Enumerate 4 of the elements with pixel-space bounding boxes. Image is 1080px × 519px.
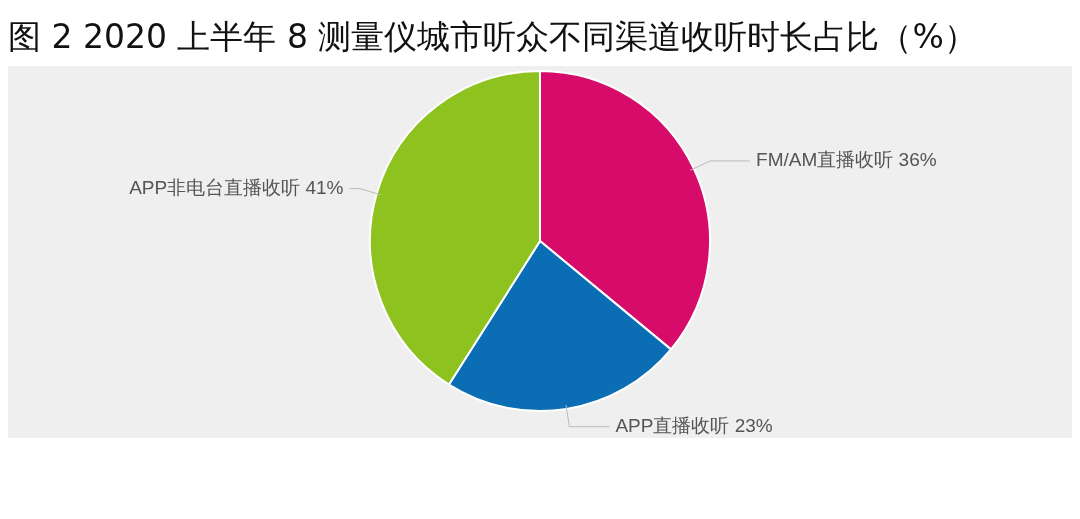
chart-title: 图 2 2020 上半年 8 测量仪城市听众不同渠道收听时长占比（%） [8,16,978,58]
slice-label: APP非电台直播收听 41% [129,176,344,198]
slice-label: APP直播收听 23% [615,414,773,436]
slice-label: FM/AM直播收听 36% [756,149,937,171]
